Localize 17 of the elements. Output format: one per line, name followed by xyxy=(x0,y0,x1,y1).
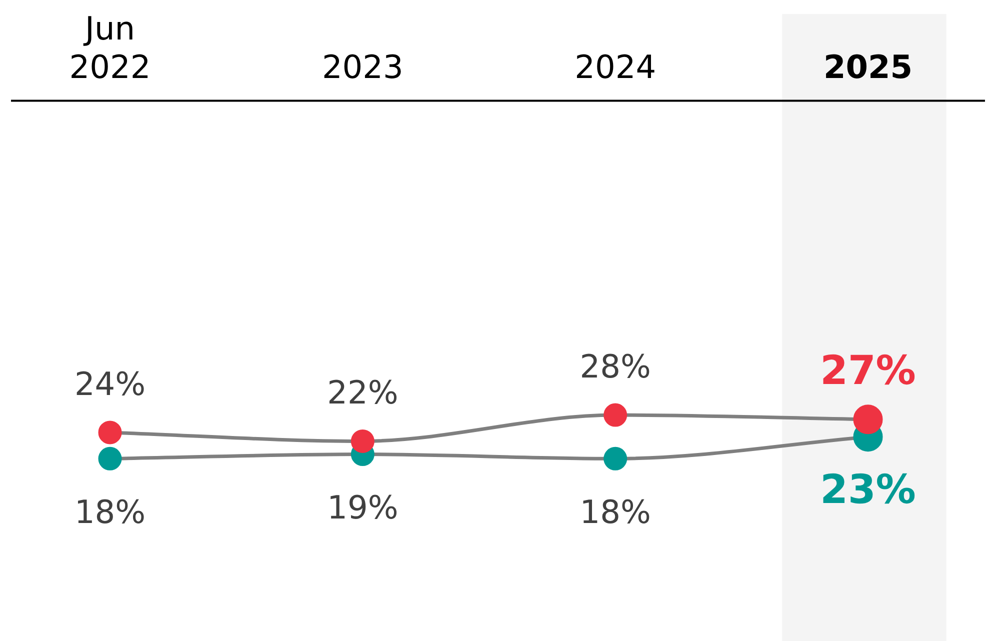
x-tick-label: 2025 xyxy=(823,48,913,86)
x-tick-label: 2023 xyxy=(322,48,404,86)
point xyxy=(98,446,122,470)
point xyxy=(604,446,628,470)
point xyxy=(350,429,374,453)
point xyxy=(98,420,122,444)
x-tick-label: 2024 xyxy=(574,48,656,86)
point xyxy=(604,403,628,427)
data-label: 18% xyxy=(74,492,146,531)
data-label: 24% xyxy=(74,364,146,403)
data-label: 19% xyxy=(327,488,398,527)
data-label: 18% xyxy=(580,492,651,531)
data-label: 27% xyxy=(820,348,916,394)
x-tick-label: Jun 2022 xyxy=(69,10,151,86)
data-label: 22% xyxy=(327,374,398,412)
data-label: 28% xyxy=(580,347,651,386)
data-label: 23% xyxy=(820,467,916,514)
